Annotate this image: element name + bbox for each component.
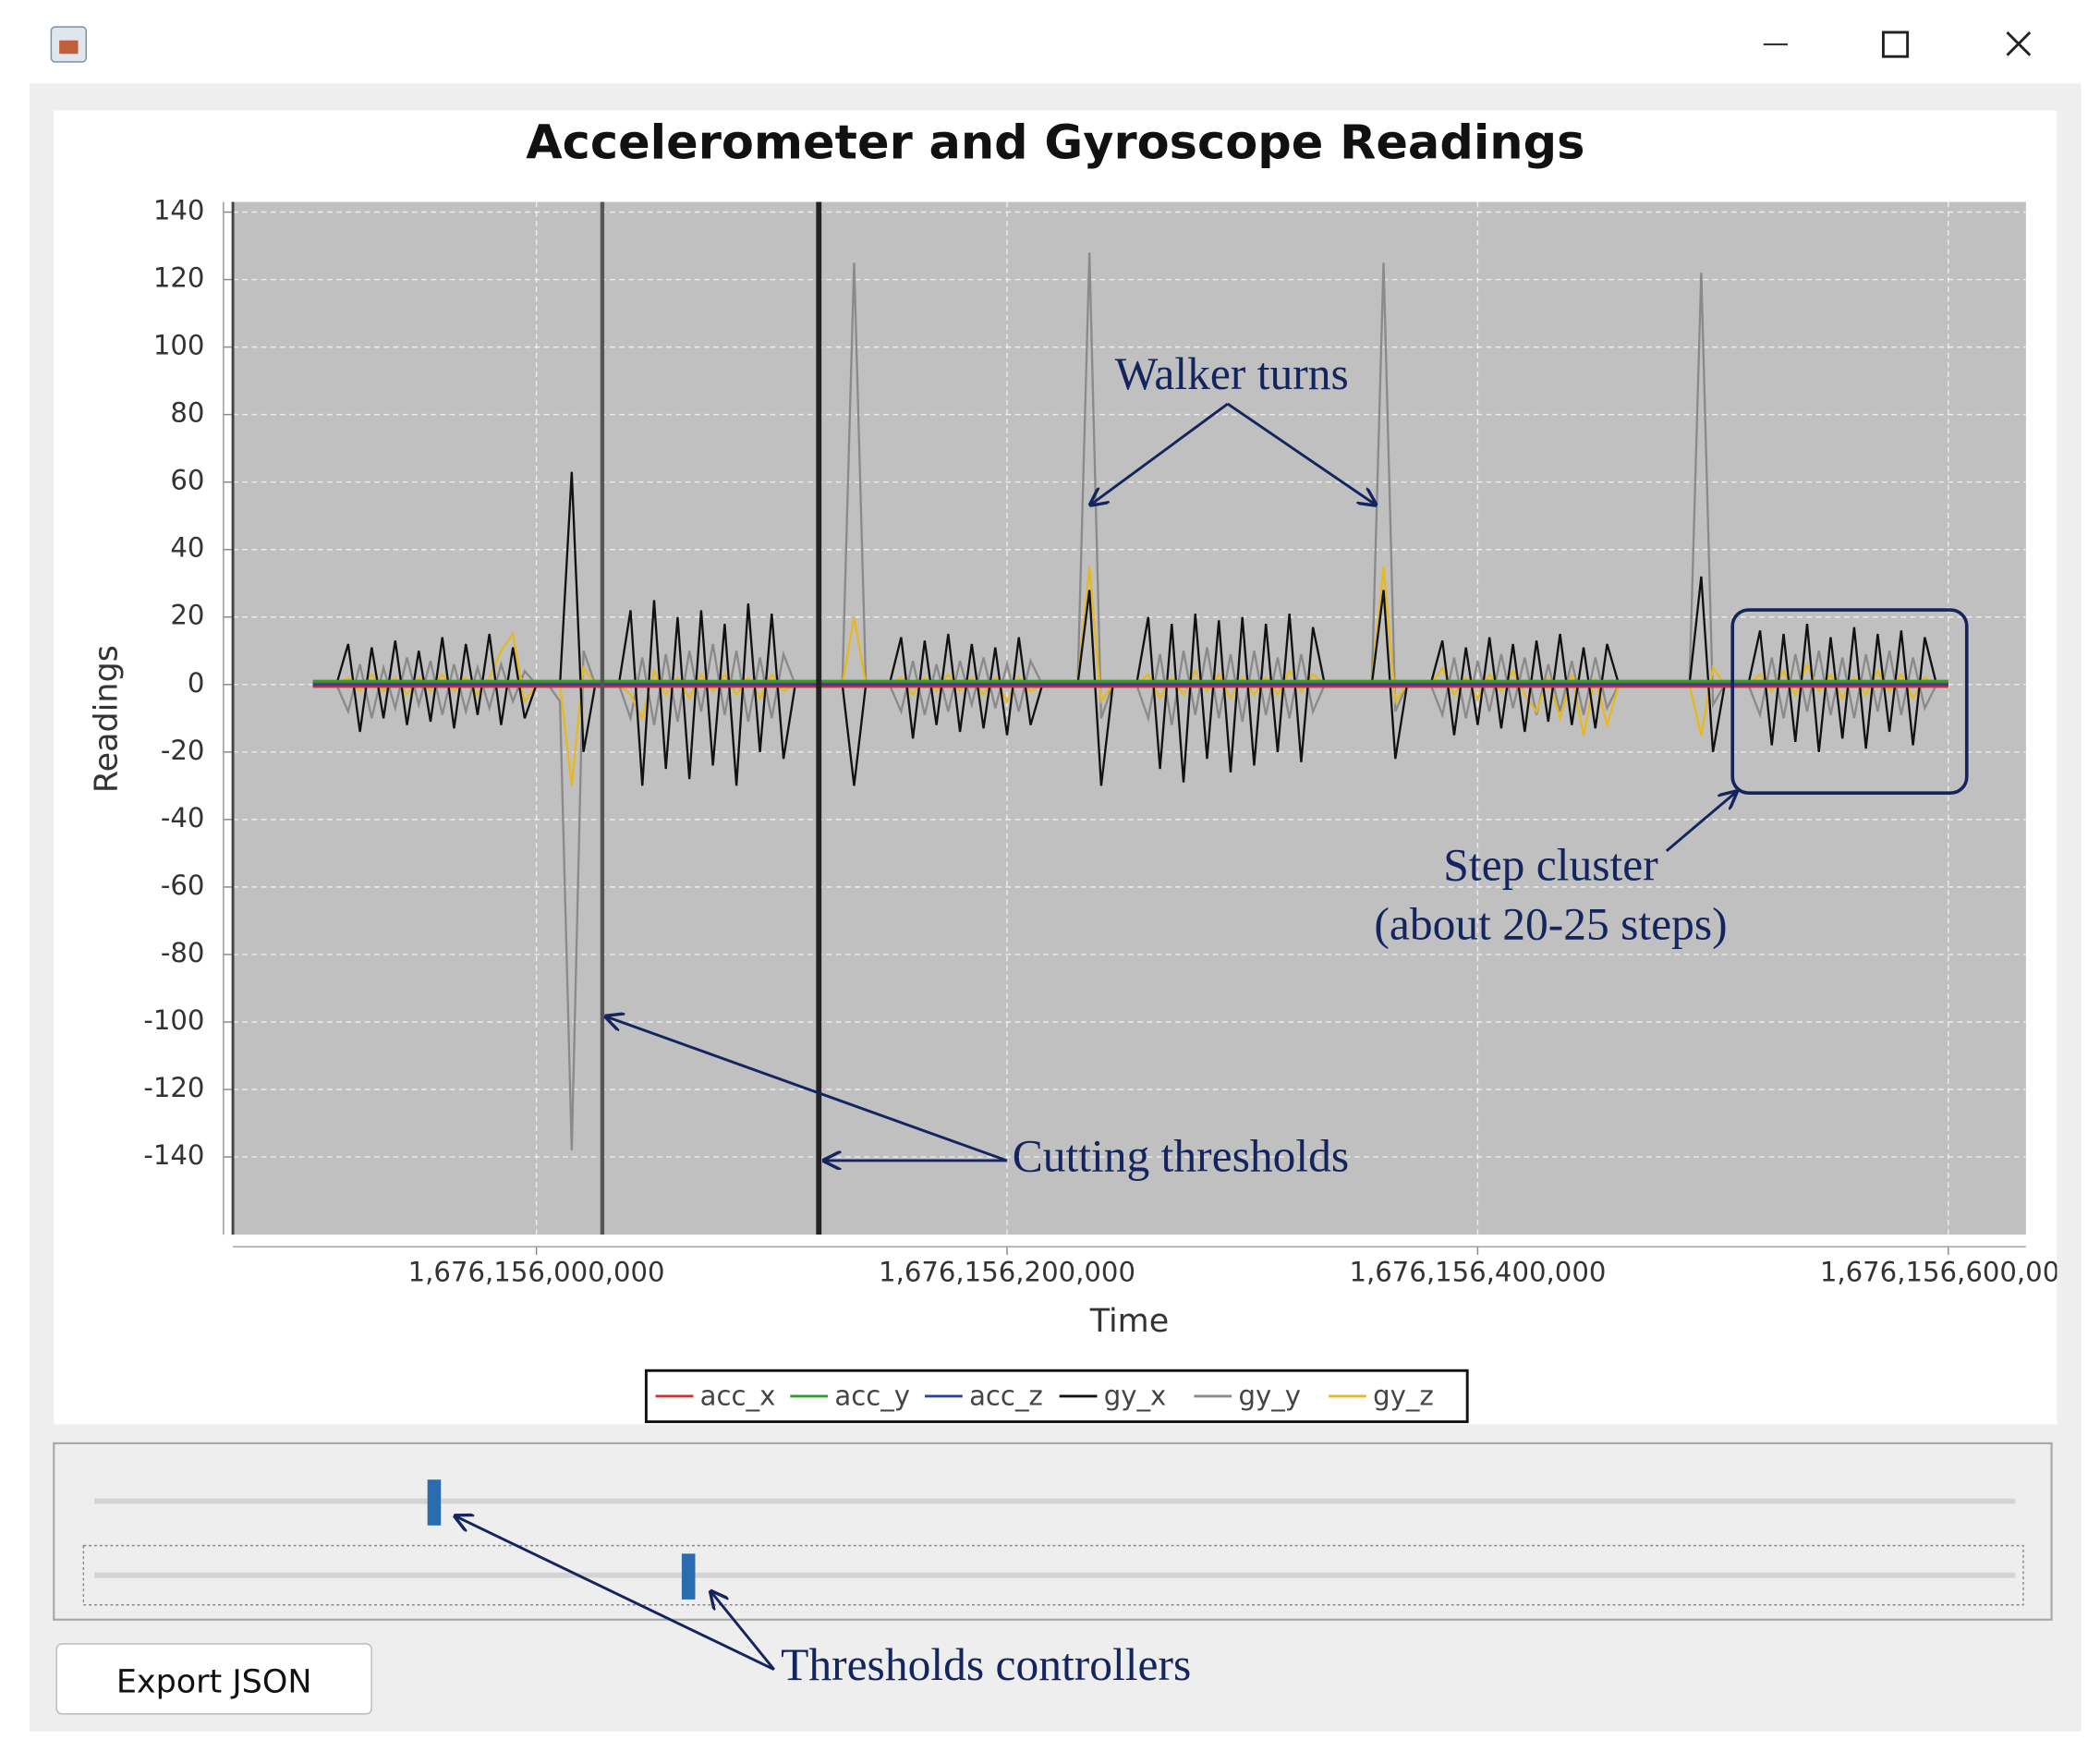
slider-panel [53,1442,2053,1621]
slider-focus [82,1544,2024,1606]
legend-label: acc_y [834,1380,910,1411]
y-tick-label: -120 [143,1072,204,1103]
arrow [455,1516,775,1671]
plot-content [233,201,2026,1235]
x-tick-label: 1,676,156,600,000 [1820,1256,2077,1287]
x-tick-label: 1,676,156,000,000 [408,1256,665,1287]
sliders [427,1479,696,1600]
y-tick-label: -40 [161,802,205,833]
x-tick-label: 1,676,156,400,000 [1349,1256,1606,1287]
annotation: Walker turns [1115,348,1349,399]
y-axis-label: Readings [89,645,126,793]
chart: -140 -120 -100 -80 -60 -40 -20 0 20 40 60 80 100 120 1… [89,195,2077,1424]
y-tick-label: -100 [143,1004,204,1036]
legend-label: gy_y [1238,1380,1301,1411]
y-tick-label: 100 [153,330,205,361]
close-button[interactable] [2006,30,2032,56]
y-tick-label: 0 [188,667,205,699]
export-button-label[interactable]: Export JSON [116,1663,312,1700]
legend-label: gy_x [1104,1380,1167,1411]
slider-knob[interactable] [681,1553,696,1600]
plot-area [233,201,2026,1235]
maximize-button[interactable] [1881,30,1910,58]
arrow [606,1016,1008,1162]
cluster-box [1730,608,1969,795]
arrow [1090,402,1229,505]
y-tick-label: -20 [161,735,205,766]
arrow [710,1591,775,1671]
x-tick-labels: 1,676,156,000,000 1,676,156,200,000 1,676,… [408,1256,2077,1287]
annotation: Step cluster [1443,840,1658,891]
y-tick-label: 80 [170,397,204,429]
y-tick-label: 140 [153,195,205,226]
slider-knob[interactable] [427,1479,442,1526]
y-tick-label: 20 [170,600,204,631]
y-tick-label: 120 [153,262,205,294]
chart-title: Accelerometer and Gyroscope Readings [526,116,1584,170]
title-bar [0,0,2100,84]
annotations [455,402,1969,1671]
legend-label: acc_z [969,1380,1043,1411]
y-tick-label: -140 [143,1139,204,1171]
y-tick-label: 60 [170,465,204,496]
legend-label: acc_x [700,1380,776,1411]
x-axis-label: Time [1089,1303,1170,1340]
annotation: (about 20-25 steps) [1374,899,1727,950]
legend-label: gy_z [1373,1380,1434,1411]
arrow [1665,792,1737,852]
y-tick-label: -60 [161,870,205,901]
app-icon [50,26,87,63]
annotation: Cutting thresholds [1013,1130,1350,1181]
arrow [1227,402,1376,505]
export-button[interactable] [55,1643,372,1715]
x-tick-label: 1,676,156,200,000 [879,1256,1135,1287]
annotation: Thresholds controllers [781,1639,1191,1690]
y-tick-label: -80 [161,937,205,968]
y-tick-label: 40 [170,532,204,564]
legend: acc_x acc_y acc_z gy_x gy_y gy_z [644,1369,1469,1424]
